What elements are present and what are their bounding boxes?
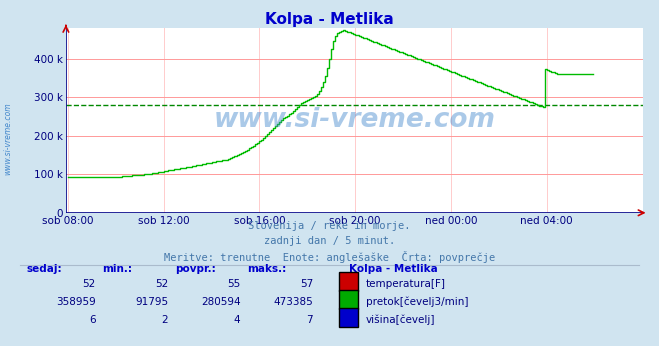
Text: povpr.:: povpr.: <box>175 264 215 274</box>
Text: 52: 52 <box>82 279 96 289</box>
Text: 2: 2 <box>161 315 168 325</box>
Text: 7: 7 <box>306 315 313 325</box>
Text: višina[čevelj]: višina[čevelj] <box>366 315 435 325</box>
Text: 57: 57 <box>300 279 313 289</box>
Text: zadnji dan / 5 minut.: zadnji dan / 5 minut. <box>264 236 395 246</box>
Text: 280594: 280594 <box>201 297 241 307</box>
Text: 4: 4 <box>234 315 241 325</box>
Text: 358959: 358959 <box>56 297 96 307</box>
Text: Slovenija / reke in morje.: Slovenija / reke in morje. <box>248 221 411 231</box>
Text: maks.:: maks.: <box>247 264 287 274</box>
Text: temperatura[F]: temperatura[F] <box>366 279 445 289</box>
Text: pretok[čevelj3/min]: pretok[čevelj3/min] <box>366 297 469 307</box>
Text: Kolpa - Metlika: Kolpa - Metlika <box>265 12 394 27</box>
Text: 91795: 91795 <box>135 297 168 307</box>
Text: Meritve: trenutne  Enote: anglešaške  Črta: povprečje: Meritve: trenutne Enote: anglešaške Črta… <box>164 251 495 263</box>
Text: 473385: 473385 <box>273 297 313 307</box>
Text: 6: 6 <box>89 315 96 325</box>
Text: 52: 52 <box>155 279 168 289</box>
Text: 55: 55 <box>227 279 241 289</box>
Text: min.:: min.: <box>102 264 132 274</box>
Text: www.si-vreme.com: www.si-vreme.com <box>214 107 495 133</box>
Text: sedaj:: sedaj: <box>26 264 62 274</box>
Text: www.si-vreme.com: www.si-vreme.com <box>3 102 13 175</box>
Text: Kolpa - Metlika: Kolpa - Metlika <box>349 264 438 274</box>
